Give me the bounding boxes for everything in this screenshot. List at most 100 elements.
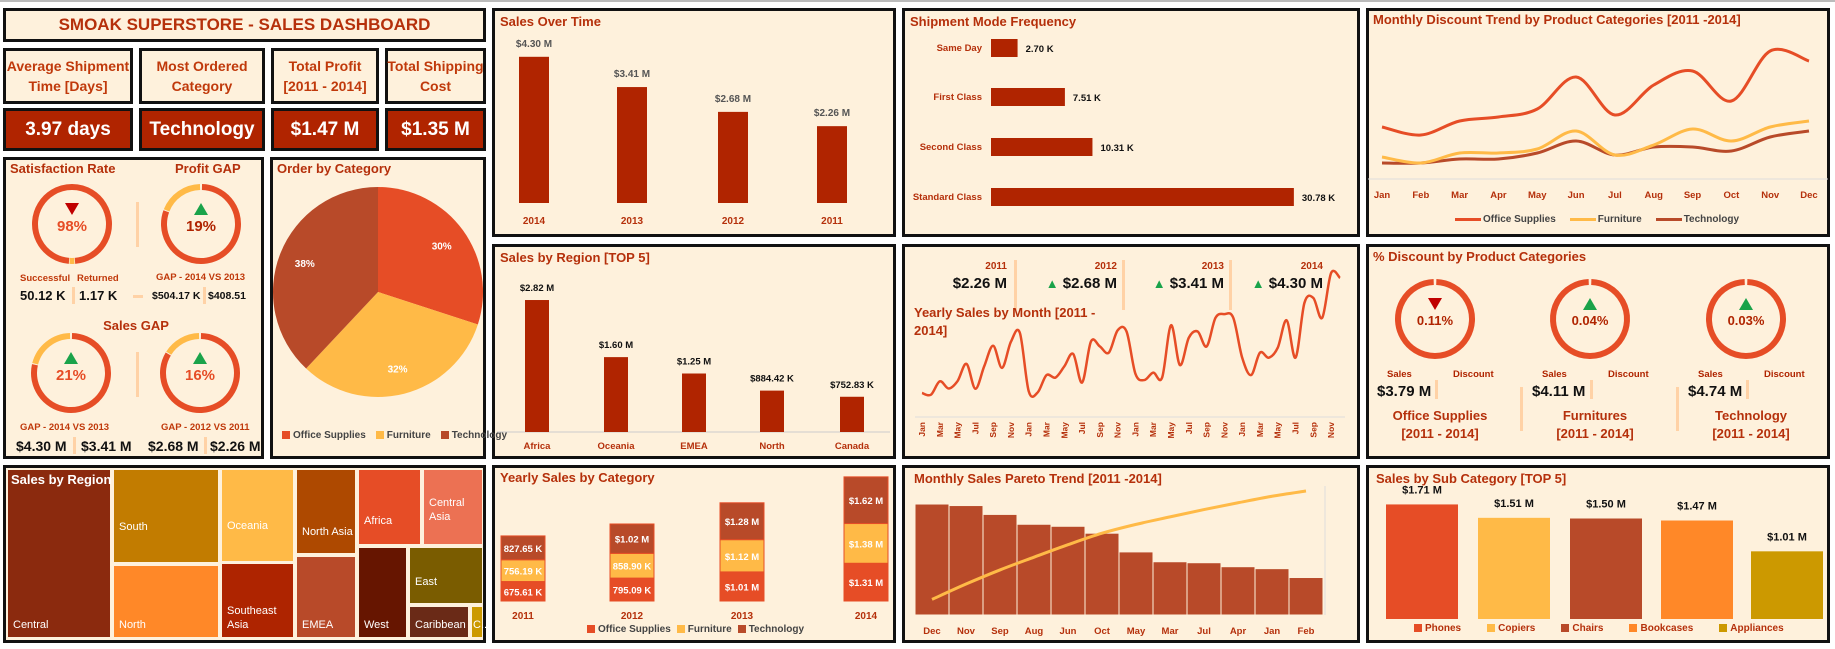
x-tick-label: May bbox=[1273, 422, 1283, 439]
year-sales-value-text: $2.26 M bbox=[953, 275, 1007, 292]
returned-label: Returned bbox=[77, 273, 119, 284]
x-tick-label: North bbox=[759, 441, 785, 452]
treemap-tile-label: Africa bbox=[364, 514, 392, 528]
treemap-tile-label: North bbox=[119, 618, 146, 632]
x-tick-label: Mar bbox=[935, 421, 945, 437]
legend-item: Furniture bbox=[376, 430, 431, 441]
legend-swatch bbox=[738, 625, 746, 633]
category-sales-value: $3.79 M bbox=[1377, 383, 1431, 400]
kpi-avg-shipment-value: 3.97 days bbox=[3, 108, 133, 151]
gauge-gap-segment bbox=[169, 336, 199, 353]
legend-item: Bookcases bbox=[1629, 623, 1693, 634]
category-sales-value: $4.74 M bbox=[1688, 383, 1742, 400]
year-sales-value-text: $4.30 M bbox=[1269, 275, 1323, 292]
x-tick-label: Mar bbox=[1148, 421, 1158, 437]
satisfaction-title: Satisfaction Rate bbox=[10, 161, 115, 176]
kpi-label-line: Time [Days] bbox=[3, 76, 133, 96]
x-tick-label: Jul bbox=[1184, 422, 1194, 434]
legend-label: Copiers bbox=[1498, 623, 1535, 634]
x-tick-label: Jul bbox=[1077, 422, 1087, 434]
bar bbox=[519, 57, 549, 203]
x-tick-label: May bbox=[1127, 626, 1146, 637]
yearly-sales-by-month-title-line2: 2014] bbox=[914, 323, 947, 338]
data-label: 827.65 K bbox=[504, 544, 543, 555]
category-period: [2011 - 2014] bbox=[1712, 426, 1789, 441]
legend-item: Chairs bbox=[1561, 623, 1603, 634]
treemap-tile-label: Central bbox=[13, 618, 48, 632]
x-tick-label: Jan bbox=[1024, 422, 1034, 437]
data-label: 675.61 K bbox=[504, 587, 543, 598]
bar bbox=[1187, 563, 1221, 615]
sales-label: Sales bbox=[1387, 369, 1412, 380]
pie-label: 30% bbox=[432, 242, 452, 253]
x-tick-label: Jun bbox=[1060, 626, 1077, 637]
bar bbox=[682, 374, 706, 433]
yearly-sales-by-month-title-line1: Yearly Sales by Month [2011 - bbox=[914, 305, 1095, 320]
bar bbox=[604, 357, 628, 432]
x-tick-label: Sep bbox=[988, 422, 998, 438]
treemap-tile-label: Central Asia bbox=[429, 496, 481, 524]
data-label: 795.09 K bbox=[613, 586, 652, 597]
legend-item: Office Supplies bbox=[587, 624, 671, 635]
data-label: $752.83 K bbox=[830, 380, 874, 391]
x-tick-label: Feb bbox=[1412, 190, 1429, 201]
bar bbox=[817, 126, 847, 203]
bar bbox=[1119, 552, 1153, 615]
x-tick-label: Apr bbox=[1230, 626, 1247, 637]
legend-swatch bbox=[1719, 624, 1727, 632]
y-tick-label: First Class bbox=[933, 92, 982, 103]
year-sales-value-text: $3.41 M bbox=[1170, 275, 1224, 292]
x-tick-label: Aug bbox=[1644, 190, 1663, 201]
bar bbox=[1570, 519, 1642, 620]
divider bbox=[1676, 387, 1679, 431]
x-tick-label: Dec bbox=[1800, 190, 1817, 201]
data-label: $3.41 M bbox=[614, 69, 650, 80]
treemap-tile: EMEA bbox=[296, 556, 356, 638]
discount-label: Discount bbox=[1453, 369, 1494, 380]
treemap-title: Sales by Region bbox=[11, 472, 111, 487]
x-tick-label: Jan bbox=[1374, 190, 1391, 201]
x-tick-label: Jan bbox=[1130, 422, 1140, 437]
sales-over-time-title: Sales Over Time bbox=[500, 14, 601, 29]
x-tick-label: Mar bbox=[1162, 626, 1179, 637]
data-label: $1.47 M bbox=[1677, 501, 1717, 513]
legend-label: Furniture bbox=[688, 624, 732, 635]
bar bbox=[617, 87, 647, 203]
legend-item: Technology bbox=[441, 430, 507, 441]
shipment-mode-title: Shipment Mode Frequency bbox=[910, 14, 1076, 29]
data-label: $2.68 M bbox=[715, 94, 751, 105]
data-label: $884.42 K bbox=[750, 374, 794, 385]
bar bbox=[1751, 551, 1823, 619]
treemap-tile: West bbox=[358, 547, 407, 638]
data-label: $1.01 M bbox=[725, 582, 759, 593]
series-line-technology bbox=[1382, 131, 1809, 163]
sales-gap-2-value-b: $2.26 M bbox=[210, 438, 261, 454]
x-tick-label: Nov bbox=[1113, 422, 1123, 438]
data-label: 2.70 K bbox=[1026, 44, 1054, 55]
satisfaction-percent: 98% bbox=[57, 218, 87, 235]
legend-label: Phones bbox=[1425, 623, 1461, 634]
divider bbox=[1014, 260, 1017, 310]
data-label: 756.19 K bbox=[504, 567, 543, 578]
treemap-tile: Southeast Asia bbox=[221, 563, 294, 638]
x-tick-label: Nov bbox=[1219, 422, 1229, 438]
kpi-label-line: Category bbox=[139, 76, 265, 96]
treemap-tile: Central Asia bbox=[423, 469, 483, 545]
order-by-category-pie: 30%32%38% bbox=[273, 187, 483, 397]
year-sales-value: ▲ $4.30 M bbox=[1252, 275, 1323, 292]
trend-down-icon bbox=[1428, 298, 1442, 310]
x-tick-label: EMEA bbox=[680, 441, 708, 452]
year-sales-value: ▲ $3.41 M bbox=[1153, 275, 1224, 292]
legend-label: Furniture bbox=[387, 430, 431, 441]
order-by-category-title: Order by Category bbox=[277, 161, 391, 176]
category-sales-value: $4.11 M bbox=[1532, 383, 1585, 400]
bar bbox=[1661, 521, 1733, 619]
sales-gap-1-caption: GAP - 2014 VS 2013 bbox=[20, 422, 109, 433]
year-label: 2012 bbox=[1095, 261, 1117, 272]
data-label: $1.25 M bbox=[677, 357, 711, 368]
x-tick-label: May bbox=[1166, 422, 1176, 439]
treemap-tile-label: Oceania bbox=[227, 519, 268, 533]
